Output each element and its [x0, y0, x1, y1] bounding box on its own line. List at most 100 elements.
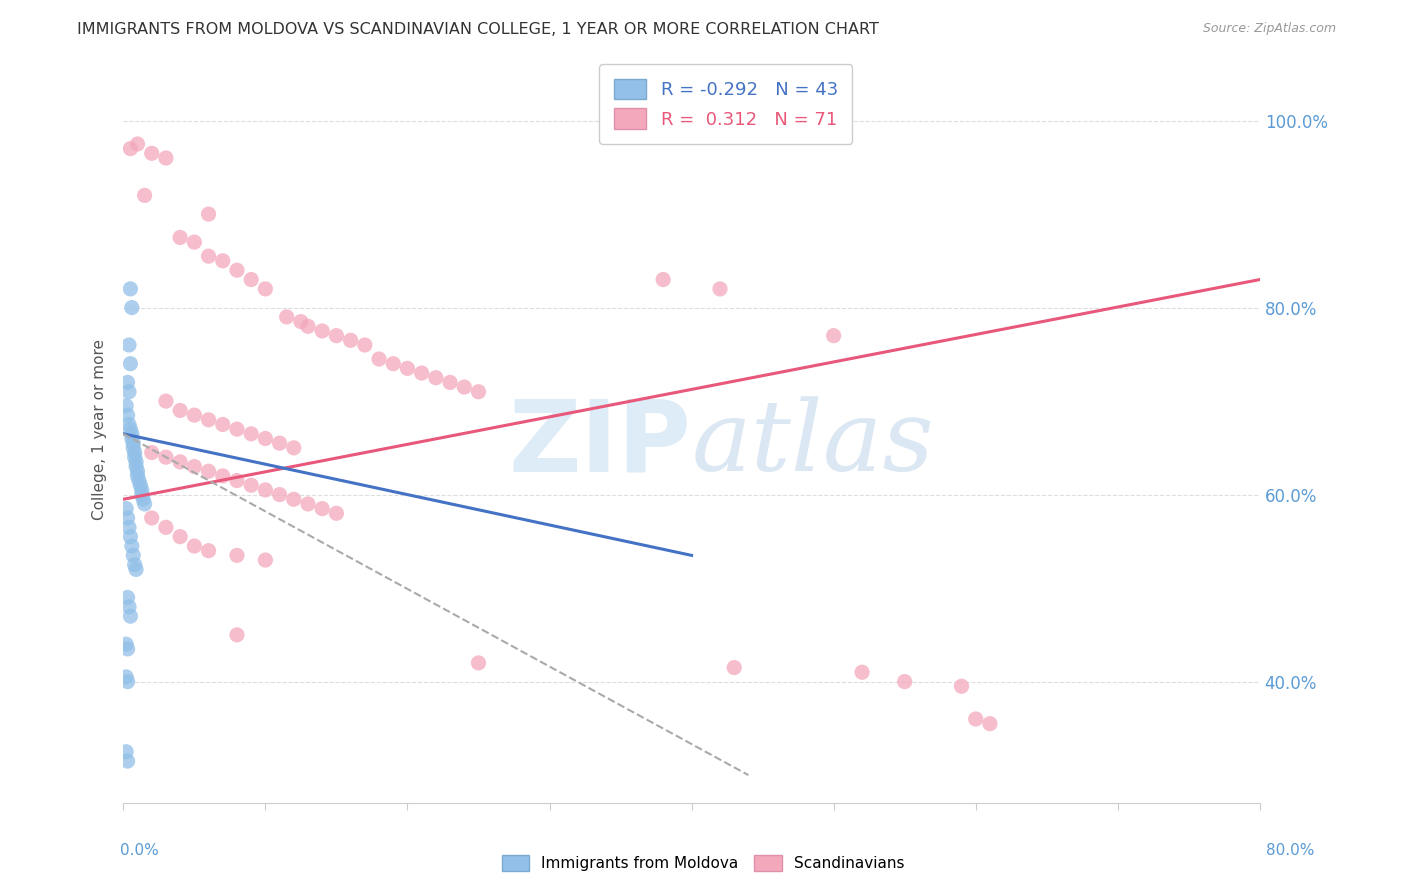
Point [141, 445, 163, 459]
Point [155, 394, 177, 409]
Point [226, 422, 249, 436]
Point [283, 441, 305, 455]
Point [723, 660, 745, 674]
Text: 80.0%: 80.0% [1267, 843, 1315, 858]
Point [120, 282, 142, 296]
Point [117, 376, 139, 390]
Point [118, 599, 141, 614]
Point [122, 549, 145, 563]
Point [297, 319, 319, 334]
Point [411, 366, 433, 380]
Point [124, 445, 146, 459]
Point [823, 328, 845, 343]
Point [117, 408, 139, 422]
Point [121, 426, 143, 441]
Point [197, 249, 219, 263]
Point [129, 478, 152, 492]
Y-axis label: College, 1 year or more: College, 1 year or more [93, 339, 107, 520]
Point [115, 745, 138, 759]
Point [169, 403, 191, 417]
Point [254, 483, 277, 497]
Point [183, 408, 205, 422]
Legend: R = -0.292   N = 43, R =  0.312   N = 71: R = -0.292 N = 43, R = 0.312 N = 71 [599, 64, 852, 144]
Text: IMMIGRANTS FROM MOLDOVA VS SCANDINAVIAN COLLEGE, 1 YEAR OR MORE CORRELATION CHAR: IMMIGRANTS FROM MOLDOVA VS SCANDINAVIAN … [77, 22, 879, 37]
Point [117, 674, 139, 689]
Point [169, 455, 191, 469]
Point [141, 511, 163, 525]
Point [120, 357, 142, 371]
Point [893, 674, 915, 689]
Point [276, 310, 298, 324]
Point [155, 520, 177, 534]
Point [121, 432, 143, 446]
Point [169, 230, 191, 244]
Point [353, 338, 375, 352]
Text: atlas: atlas [692, 396, 935, 491]
Point [115, 670, 138, 684]
Point [226, 549, 249, 563]
Point [297, 497, 319, 511]
Point [124, 450, 146, 465]
Point [197, 207, 219, 221]
Point [183, 235, 205, 249]
Point [127, 136, 149, 151]
Point [467, 384, 489, 399]
Point [254, 282, 277, 296]
Point [122, 436, 145, 450]
Point [439, 376, 461, 390]
Point [240, 426, 263, 441]
Point [121, 301, 143, 315]
Point [121, 539, 143, 553]
Point [120, 422, 142, 436]
Point [254, 553, 277, 567]
Point [290, 315, 312, 329]
Point [979, 716, 1001, 731]
Point [311, 324, 333, 338]
Point [127, 464, 149, 478]
Point [120, 142, 142, 156]
Point [211, 417, 233, 432]
Point [131, 487, 153, 501]
Point [115, 399, 138, 413]
Point [134, 497, 156, 511]
Text: Source: ZipAtlas.com: Source: ZipAtlas.com [1202, 22, 1336, 36]
Point [155, 450, 177, 465]
Point [117, 754, 139, 768]
Point [240, 272, 263, 286]
Point [127, 469, 149, 483]
Point [124, 558, 146, 572]
Point [325, 328, 347, 343]
Point [118, 384, 141, 399]
Point [311, 501, 333, 516]
Point [117, 641, 139, 656]
Point [467, 656, 489, 670]
Point [197, 464, 219, 478]
Point [197, 413, 219, 427]
Point [254, 432, 277, 446]
Point [211, 469, 233, 483]
Point [118, 520, 141, 534]
Legend: Immigrants from Moldova, Scandinavians: Immigrants from Moldova, Scandinavians [496, 849, 910, 877]
Point [339, 334, 361, 348]
Point [134, 188, 156, 202]
Point [120, 530, 142, 544]
Point [118, 417, 141, 432]
Point [211, 253, 233, 268]
Point [197, 543, 219, 558]
Point [396, 361, 419, 376]
Point [125, 562, 148, 576]
Point [965, 712, 987, 726]
Point [183, 539, 205, 553]
Point [325, 506, 347, 520]
Point [125, 455, 148, 469]
Point [368, 351, 391, 366]
Point [226, 474, 249, 488]
Point [125, 459, 148, 474]
Point [226, 628, 249, 642]
Point [115, 501, 138, 516]
Point [709, 282, 731, 296]
Point [240, 478, 263, 492]
Point [283, 492, 305, 507]
Point [132, 492, 155, 507]
Point [117, 591, 139, 605]
